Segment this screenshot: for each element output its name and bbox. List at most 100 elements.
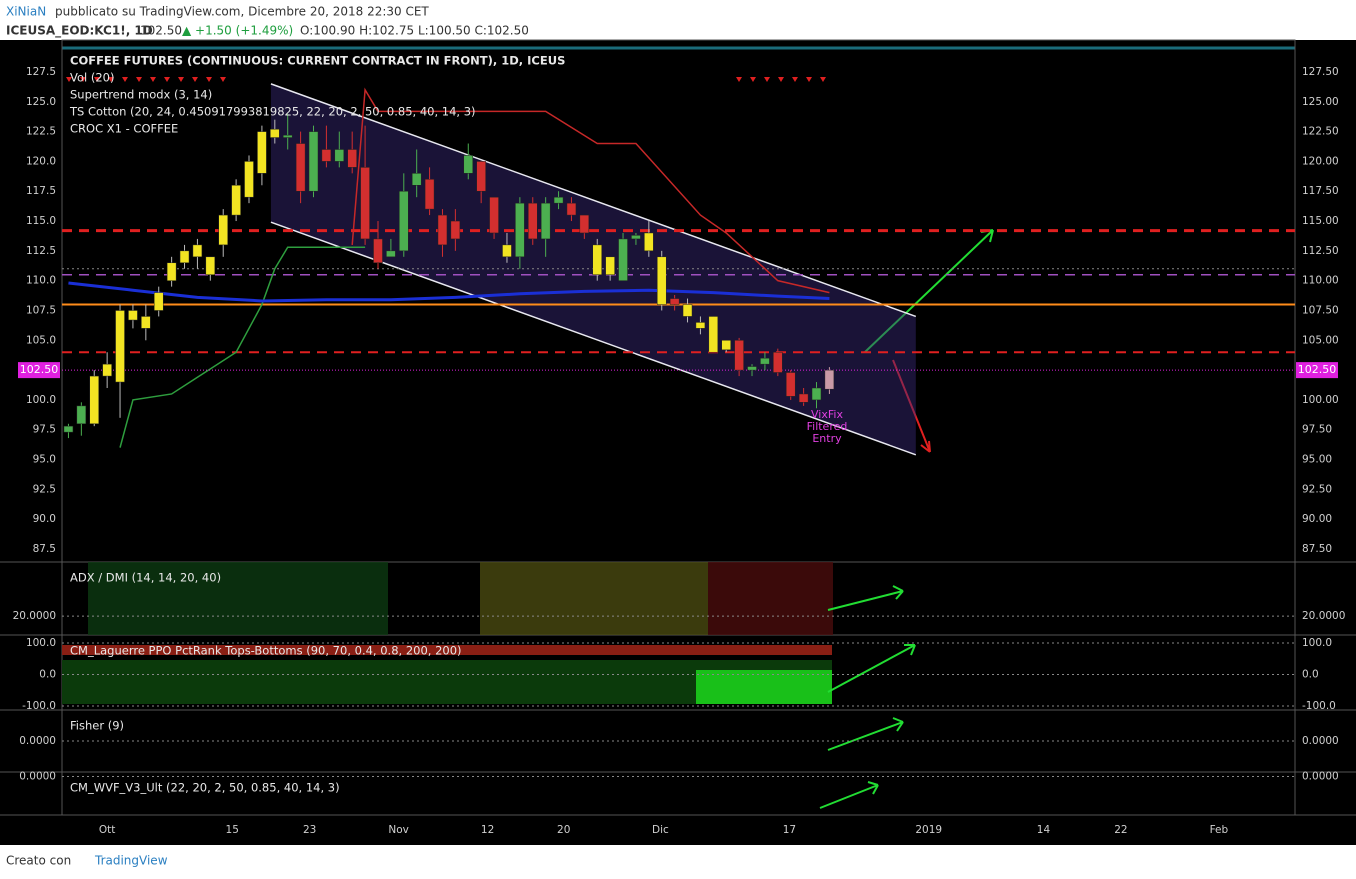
y2-tick-label: 120.00: [1302, 155, 1339, 167]
candle-body: [89, 375, 99, 425]
pane-y2-tick-label: 0.0: [1302, 669, 1319, 681]
candle-body: [811, 387, 822, 401]
drawing-arrow-down: [892, 359, 931, 453]
y-tick-label: 127.5: [26, 66, 56, 78]
candle-body: [566, 202, 577, 216]
candle-body: [166, 262, 177, 281]
y-tick-label: 125.0: [26, 96, 56, 108]
candle-body: [760, 357, 770, 365]
x-tick-label: 2019: [915, 824, 942, 836]
candle-body: [695, 322, 706, 329]
candle-body: [128, 310, 138, 321]
x-tick-label: 20: [557, 824, 570, 836]
y-tick-label: 87.5: [33, 543, 56, 555]
pane-y2-tick-label: 20.0000: [1302, 610, 1345, 622]
y2-tick-label: 112.50: [1302, 245, 1339, 257]
x-tick-label: Ott: [99, 824, 116, 836]
y-tick-label: 100.0: [26, 394, 56, 406]
x-tick-label: 22: [1114, 824, 1127, 836]
pane-y-tick-label: 20.0000: [13, 610, 56, 622]
candle-body: [347, 149, 357, 168]
author[interactable]: XiNiaN: [6, 5, 46, 19]
x-tick-label: 23: [303, 824, 316, 836]
x-tick-label: Nov: [388, 824, 409, 836]
candle-body: [295, 143, 306, 192]
candle-body: [824, 369, 835, 390]
x-tick-label: 14: [1037, 824, 1051, 836]
pane-y-tick-label: -100.0: [22, 700, 56, 712]
adx-zones: [62, 562, 833, 704]
annotation: Filtered: [807, 420, 848, 433]
price: 102.50: [140, 24, 182, 38]
candle-body: [321, 149, 332, 162]
y-tick-label: 105.0: [26, 334, 56, 346]
footer-created: Creato con: [6, 854, 71, 868]
last-price-tag: 102.50: [20, 363, 59, 376]
y2-tick-label: 105.00: [1302, 334, 1339, 346]
y2-tick-label: 87.50: [1302, 543, 1332, 555]
chart-title: COFFEE FUTURES (CONTINUOUS: CURRENT CONT…: [70, 54, 565, 68]
candle-body: [476, 161, 486, 192]
indicator-line: [68, 281, 830, 303]
pane-y2-tick-label: 100.0: [1302, 637, 1332, 649]
y-tick-label: 97.5: [33, 424, 56, 436]
candle-body: [76, 405, 87, 425]
candle-body: [257, 131, 267, 174]
footer-brand[interactable]: TradingView: [94, 854, 168, 868]
candle-body: [205, 256, 216, 275]
candle-body: [373, 238, 383, 264]
y-tick-label: 92.5: [33, 483, 56, 495]
candle-body: [270, 128, 280, 138]
candle-body: [179, 250, 190, 264]
annotation: Entry: [812, 432, 842, 445]
pane-y-tick-label: 100.0: [26, 637, 56, 649]
y-tick-label: 115.0: [26, 215, 56, 227]
x-tick-label: 17: [783, 824, 796, 836]
candle-body: [218, 214, 228, 246]
candle-body: [450, 220, 461, 240]
candle-body: [102, 363, 112, 377]
candle-body: [115, 310, 125, 383]
candle-body: [411, 173, 422, 186]
pane-y2-tick-label: 0.0000: [1302, 770, 1339, 782]
y2-tick-label: 100.00: [1302, 394, 1339, 406]
y2-tick-label: 125.00: [1302, 96, 1339, 108]
candle-body: [63, 425, 74, 433]
candle-body: [656, 256, 667, 305]
last-price-tag-bg: [1296, 362, 1338, 379]
y-tick-label: 112.5: [26, 245, 56, 257]
candle-body: [644, 232, 654, 252]
last-price-tag-bg: [18, 362, 60, 379]
change: ▲ +1.50 (+1.49%): [182, 24, 293, 38]
x-tick-label: 12: [481, 824, 494, 836]
candle-body: [489, 196, 499, 234]
chart-bg: [0, 40, 1356, 845]
pane-y-tick-label: 0.0000: [19, 735, 56, 747]
candle-body: [515, 202, 525, 258]
y2-tick-label: 107.50: [1302, 304, 1339, 316]
published: pubblicato su TradingView.com, Dicembre …: [55, 5, 429, 19]
indicator-label: Vol (20): [70, 71, 114, 85]
x-tick-label: Feb: [1210, 824, 1229, 836]
candle-body: [721, 340, 731, 351]
candle-body: [708, 316, 719, 353]
candle-body: [605, 256, 615, 275]
pane-title: Fisher (9): [70, 719, 124, 733]
candle-body: [463, 155, 474, 174]
candle-body: [785, 372, 796, 397]
candle-body: [360, 167, 370, 240]
y2-tick-label: 122.50: [1302, 126, 1339, 138]
pane-title: CM_WVF_V3_Ult (22, 20, 2, 50, 0.85, 40, …: [70, 781, 340, 795]
candle-body: [773, 351, 783, 373]
y-tick-label: 90.0: [33, 513, 56, 525]
candle-body: [669, 298, 680, 305]
candle-body: [308, 131, 319, 192]
candle-body: [734, 340, 744, 371]
candle-body: [682, 304, 693, 317]
y-tick-label: 110.0: [26, 275, 56, 287]
candle-body: [192, 244, 203, 258]
pane-y-tick-label: 0.0000: [19, 770, 56, 782]
candle-body: [540, 202, 551, 240]
y2-tick-label: 115.00: [1302, 215, 1339, 227]
last-price-tag: 102.50: [1298, 363, 1337, 376]
